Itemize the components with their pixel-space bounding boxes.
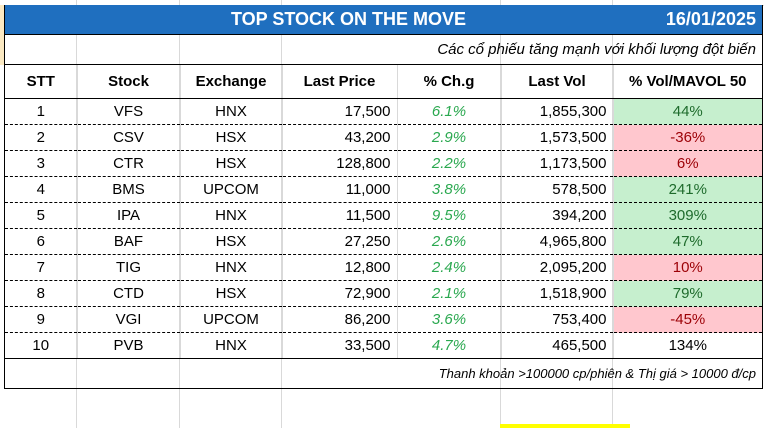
last-vol-cell[interactable]: 1,173,500 [500,150,613,177]
change-cell[interactable]: 2.9% [396,124,501,151]
table-row: 9 VGI UPCOM 86,200 3.6% 753,400 -45% [5,306,762,333]
exchange-cell[interactable]: HSX [179,150,282,177]
exchange-cell[interactable]: UPCOM [179,176,282,203]
highlighted-cell[interactable] [500,424,630,428]
subtitle-row: Các cổ phiếu tăng mạnh với khối lượng độ… [5,35,762,65]
stock-cell[interactable]: VFS [76,98,180,125]
exchange-cell[interactable]: HSX [179,124,282,151]
exchange-cell[interactable]: HSX [179,280,282,307]
last-price-cell[interactable]: 128,800 [281,150,397,177]
stock-table: STT Stock Exchange Last Price % Ch.g Las… [5,65,762,359]
stt-cell[interactable]: 7 [5,254,77,281]
vol-mavol-cell[interactable]: 10% [612,254,762,281]
title-bar: TOP STOCK ON THE MOVE 16/01/2025 [5,5,762,35]
vol-mavol-cell[interactable]: 44% [612,98,762,125]
change-cell[interactable]: 2.2% [396,150,501,177]
change-cell[interactable]: 2.4% [396,254,501,281]
table-row: 7 TIG HNX 12,800 2.4% 2,095,200 10% [5,254,762,281]
table-row: 6 BAF HSX 27,250 2.6% 4,965,800 47% [5,228,762,255]
vol-mavol-cell[interactable]: -36% [612,124,762,151]
report-date: 16/01/2025 [665,9,756,29]
exchange-cell[interactable]: HNX [179,202,282,229]
last-vol-cell[interactable]: 4,965,800 [500,228,613,255]
exchange-cell[interactable]: UPCOM [179,306,282,333]
subtitle: Các cổ phiếu tăng mạnh với khối lượng độ… [437,41,756,58]
stock-cell[interactable]: CSV [76,124,180,151]
vol-mavol-cell[interactable]: 241% [612,176,762,203]
last-vol-cell[interactable]: 465,500 [500,332,613,359]
stt-cell[interactable]: 3 [5,150,77,177]
column-header-last-vol[interactable]: Last Vol [500,65,613,99]
table-row: 4 BMS UPCOM 11,000 3.8% 578,500 241% [5,176,762,203]
last-vol-cell[interactable]: 578,500 [500,176,613,203]
table-row: 2 CSV HSX 43,200 2.9% 1,573,500 -36% [5,124,762,151]
stt-cell[interactable]: 9 [5,306,77,333]
stt-cell[interactable]: 2 [5,124,77,151]
last-price-cell[interactable]: 11,000 [281,176,397,203]
last-vol-cell[interactable]: 753,400 [500,306,613,333]
table-row: 3 CTR HSX 128,800 2.2% 1,173,500 6% [5,150,762,177]
change-cell[interactable]: 4.7% [396,332,501,359]
column-header-last-price[interactable]: Last Price [281,65,397,99]
table-row: 5 IPA HNX 11,500 9.5% 394,200 309% [5,202,762,229]
change-cell[interactable]: 3.6% [396,306,501,333]
table-header-row: STT Stock Exchange Last Price % Ch.g Las… [5,65,762,99]
last-price-cell[interactable]: 72,900 [281,280,397,307]
last-price-cell[interactable]: 43,200 [281,124,397,151]
footer-row: Thanh khoản >100000 cp/phiên & Thị giá >… [5,359,762,389]
last-vol-cell[interactable]: 1,518,900 [500,280,613,307]
last-vol-cell[interactable]: 394,200 [500,202,613,229]
vol-mavol-cell[interactable]: -45% [612,306,762,333]
last-vol-cell[interactable]: 1,573,500 [500,124,613,151]
exchange-cell[interactable]: HNX [179,332,282,359]
last-price-cell[interactable]: 12,800 [281,254,397,281]
column-header-change[interactable]: % Ch.g [396,65,501,99]
vol-mavol-cell[interactable]: 79% [612,280,762,307]
exchange-cell[interactable]: HNX [179,254,282,281]
last-price-cell[interactable]: 27,250 [281,228,397,255]
last-price-cell[interactable]: 11,500 [281,202,397,229]
change-cell[interactable]: 2.1% [396,280,501,307]
footer-note: Thanh khoản >100000 cp/phiên & Thị giá >… [438,366,756,381]
last-vol-cell[interactable]: 1,855,300 [500,98,613,125]
vol-mavol-cell[interactable]: 309% [612,202,762,229]
stock-table-sheet: TOP STOCK ON THE MOVE 16/01/2025 Các cổ … [4,5,763,389]
stt-cell[interactable]: 1 [5,98,77,125]
stock-cell[interactable]: PVB [76,332,180,359]
change-cell[interactable]: 3.8% [396,176,501,203]
stt-cell[interactable]: 8 [5,280,77,307]
stt-cell[interactable]: 10 [5,332,77,359]
last-price-cell[interactable]: 86,200 [281,306,397,333]
column-header-vol-mavol[interactable]: % Vol/MAVOL 50 [612,65,762,99]
stock-cell[interactable]: CTD [76,280,180,307]
change-cell[interactable]: 6.1% [396,98,501,125]
stt-cell[interactable]: 6 [5,228,77,255]
change-cell[interactable]: 9.5% [396,202,501,229]
vol-mavol-cell[interactable]: 47% [612,228,762,255]
row-selection-indicator [0,5,4,65]
column-header-exchange[interactable]: Exchange [179,65,282,99]
stock-cell[interactable]: IPA [76,202,180,229]
table-row: 1 VFS HNX 17,500 6.1% 1,855,300 44% [5,98,762,125]
table-row: 8 CTD HSX 72,900 2.1% 1,518,900 79% [5,280,762,307]
stt-cell[interactable]: 4 [5,176,77,203]
stt-cell[interactable]: 5 [5,202,77,229]
table-row: 10 PVB HNX 33,500 4.7% 465,500 134% [5,332,762,359]
column-header-stt[interactable]: STT [5,65,77,99]
last-price-cell[interactable]: 17,500 [281,98,397,125]
exchange-cell[interactable]: HNX [179,98,282,125]
vol-mavol-cell[interactable]: 6% [612,150,762,177]
exchange-cell[interactable]: HSX [179,228,282,255]
stock-cell[interactable]: TIG [76,254,180,281]
stock-cell[interactable]: BAF [76,228,180,255]
stock-cell[interactable]: VGI [76,306,180,333]
page-title: TOP STOCK ON THE MOVE [230,9,467,29]
change-cell[interactable]: 2.6% [396,228,501,255]
last-price-cell[interactable]: 33,500 [281,332,397,359]
stock-cell[interactable]: CTR [76,150,180,177]
stock-cell[interactable]: BMS [76,176,180,203]
column-header-stock[interactable]: Stock [76,65,180,99]
vol-mavol-cell[interactable]: 134% [612,332,762,359]
last-vol-cell[interactable]: 2,095,200 [500,254,613,281]
